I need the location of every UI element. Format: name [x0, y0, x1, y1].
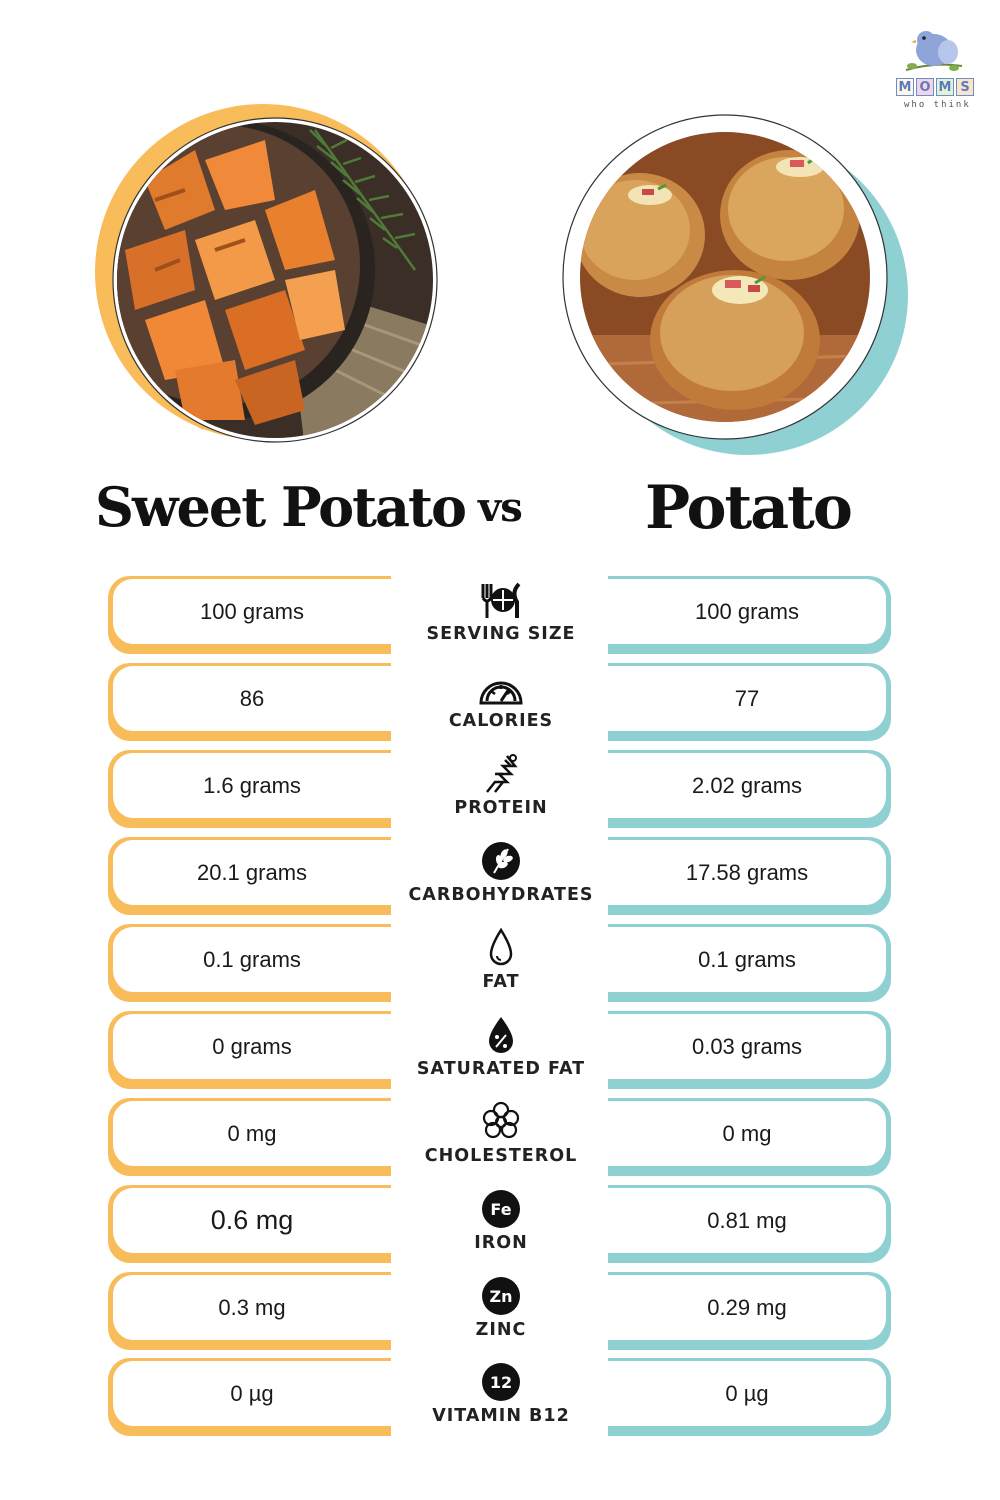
nutrient-label-group: CALORIES [395, 663, 607, 743]
potato-value: 0.81 mg [608, 1185, 888, 1253]
versus-label: vs [478, 484, 523, 531]
potato-value-card: 0.29 mg [608, 1272, 891, 1350]
sweet-potato-value-card: 20.1 grams [108, 837, 391, 915]
sweet-potato-value-card: 100 grams [108, 576, 391, 654]
sweet-potato-value-card: 0 grams [108, 1011, 391, 1089]
gauge-icon [479, 681, 523, 705]
sweet-potato-value: 0 grams [111, 1011, 391, 1079]
fork-plate-knife-icon [481, 582, 521, 618]
nutrient-row-serving-size: 100 grams SERVING SIZE 100 grams [0, 576, 1000, 656]
potato-value-card: 0.03 grams [608, 1011, 891, 1089]
bird-icon [905, 31, 963, 71]
sweet-potato-value-card: 0 mg [108, 1098, 391, 1176]
nutrient-label-group: Zn ZINC [395, 1272, 607, 1352]
nutrient-label-group: PROTEIN [395, 750, 607, 830]
sweet-potato-value-card: 0.6 mg [108, 1185, 391, 1263]
nutrient-row-calories: 86 CALORIES 77 [0, 663, 1000, 743]
nutrient-label-group: 12 VITAMIN B12 [395, 1358, 607, 1438]
nutrient-row-vitamin-b12: 0 µg 12 VITAMIN B12 0 µg [0, 1358, 1000, 1438]
iron-fe-icon: Fe [482, 1190, 520, 1228]
potato-value: 77 [608, 663, 888, 731]
potato-value: 2.02 grams [608, 750, 888, 818]
protein-helix-icon [486, 754, 518, 793]
nutrient-label-group: Fe IRON [395, 1185, 607, 1265]
nutrient-label-group: CARBOHYDRATES [395, 837, 607, 917]
sweet-potato-value: 0.3 mg [111, 1272, 391, 1340]
logo-block: M [936, 78, 954, 96]
potato-value: 100 grams [608, 576, 888, 644]
nutrient-label: IRON [474, 1233, 528, 1253]
drop-percent-icon [489, 1017, 513, 1053]
iron-symbol: Fe [490, 1200, 511, 1219]
nutrient-label-group: SERVING SIZE [395, 576, 607, 656]
sweet-potato-title: Sweet Potato [95, 475, 467, 539]
nutrient-label: PROTEIN [454, 798, 548, 818]
zinc-symbol: Zn [490, 1287, 513, 1306]
zinc-zn-icon: Zn [482, 1277, 520, 1315]
drop-icon [489, 927, 513, 966]
logo-tagline: who think [904, 100, 971, 110]
sweet-potato-photo [85, 100, 465, 450]
vitamin-b12-number: 12 [490, 1373, 512, 1392]
nutrient-row-cholesterol: 0 mg CHOLESTEROL 0 mg [0, 1098, 1000, 1178]
nutrient-label-group: CHOLESTEROL [395, 1098, 607, 1178]
sweet-potato-value-card: 1.6 grams [108, 750, 391, 828]
sweet-potato-value: 20.1 grams [111, 837, 391, 905]
potato-value-card: 2.02 grams [608, 750, 891, 828]
molecule-cluster-icon [482, 1101, 520, 1139]
nutrient-label: VITAMIN B12 [432, 1406, 570, 1426]
nutrient-row-iron: 0.6 mg Fe IRON 0.81 mg [0, 1185, 1000, 1265]
potato-value: 0 mg [608, 1098, 888, 1166]
potato-value-card: 17.58 grams [608, 837, 891, 915]
sweet-potato-value-card: 0 µg [108, 1358, 391, 1436]
nutrient-label: CHOLESTEROL [424, 1146, 578, 1166]
sweet-potato-value: 0 µg [111, 1358, 391, 1426]
potato-value: 17.58 grams [608, 837, 888, 905]
sweet-potato-value-card: 0.3 mg [108, 1272, 391, 1350]
potato-value-card: 100 grams [608, 576, 891, 654]
logo-block: O [916, 78, 934, 96]
nutrient-label: CARBOHYDRATES [408, 885, 594, 905]
nutrient-label: ZINC [475, 1320, 527, 1340]
nutrient-label-group: FAT [395, 924, 607, 1004]
potato-value: 0.03 grams [608, 1011, 888, 1079]
potato-value-card: 0 mg [608, 1098, 891, 1176]
nutrient-label: SERVING SIZE [426, 624, 576, 644]
nutrient-row-saturated-fat: 0 grams SATURATED FAT 0.03 grams [0, 1011, 1000, 1091]
potato-value-card: 0.1 grams [608, 924, 891, 1002]
logo-block: M [896, 78, 914, 96]
sweet-potato-value: 86 [111, 663, 391, 731]
potato-photo [550, 105, 920, 455]
potato-title: Potato [645, 473, 853, 543]
sweet-potato-value: 100 grams [111, 576, 391, 644]
potato-value-card: 0.81 mg [608, 1185, 891, 1263]
nutrient-row-protein: 1.6 grams PROTEIN 2.02 grams [0, 750, 1000, 830]
nutrient-row-carbohydrates: 20.1 grams CARBOHYDRATES 17.58 grams [0, 837, 1000, 917]
nutrient-row-zinc: 0.3 mg Zn ZINC 0.29 mg [0, 1272, 1000, 1352]
moms-who-think-logo: M O M S who think [878, 20, 988, 115]
potato-value: 0.29 mg [608, 1272, 888, 1340]
potato-value: 0.1 grams [608, 924, 888, 992]
vitamin-b12-icon: 12 [482, 1363, 520, 1401]
sweet-potato-value: 1.6 grams [111, 750, 391, 818]
wheat-icon [482, 842, 520, 880]
potato-value-card: 0 µg [608, 1358, 891, 1436]
nutrient-row-fat: 0.1 grams FAT 0.1 grams [0, 924, 1000, 1004]
sweet-potato-value-card: 0.1 grams [108, 924, 391, 1002]
logo-block: S [956, 78, 974, 96]
potato-value: 0 µg [608, 1358, 888, 1426]
potato-value-card: 77 [608, 663, 891, 741]
nutrient-label: SATURATED FAT [416, 1059, 586, 1079]
sweet-potato-value: 0.1 grams [111, 924, 391, 992]
sweet-potato-value: 0 mg [111, 1098, 391, 1166]
sweet-potato-value: 0.6 mg [111, 1185, 391, 1253]
sweet-potato-value-card: 86 [108, 663, 391, 741]
nutrient-label: FAT [482, 972, 520, 992]
nutrient-label-group: SATURATED FAT [395, 1011, 607, 1091]
nutrient-label: CALORIES [448, 711, 554, 731]
